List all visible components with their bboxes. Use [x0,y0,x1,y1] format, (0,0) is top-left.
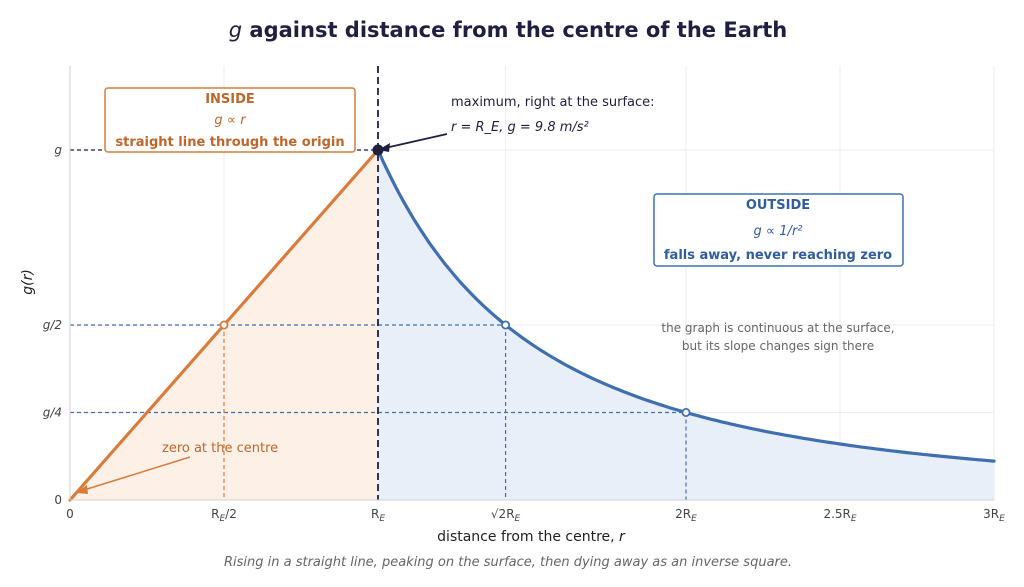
outside-box [653,193,904,267]
inside-desc: straight line through the origin [115,135,344,150]
data-point [501,320,511,330]
maximum-note-line2: r = R_E, g = 9.8 m/s² [451,120,589,135]
y-tick-label: g/4 [43,406,62,420]
x-tick-label: 2RE [675,507,697,524]
data-point [681,407,691,417]
y-tick-label: g/2 [43,318,62,332]
data-point [219,320,229,330]
inside-title: INSIDE [205,92,255,107]
zero-arrow [83,456,191,491]
x-axis-label: distance from the centre, r [437,529,626,545]
x-tick-label: RE [371,507,385,524]
y-axis-label: g(r) [20,269,36,295]
maximum-arrow [384,133,448,149]
chart-title: g against distance from the centre of th… [229,18,787,42]
continuity-note-line1: the graph is continuous at the surface, [661,321,894,335]
x-tick-label: 3RE [983,507,1005,524]
x-tick-label: RE/2 [211,507,237,524]
plot-area: 0 RE/2 RE √2RE 2RE 2.5RE 3RE 0 g/4 g/2 g [43,66,1005,524]
inside-annotation: INSIDE g ∝ r straight line through the o… [104,87,356,153]
axes [69,66,994,501]
outside-title: OUTSIDE [746,198,810,213]
outside-annotation: OUTSIDE g ∝ 1/r² falls away, never reach… [653,193,904,267]
y-tick-label: g [54,143,62,157]
tick-labels: 0 RE/2 RE √2RE 2RE 2.5RE 3RE 0 g/4 g/2 g [43,143,1005,524]
maximum-arrowhead [378,143,390,152]
outside-desc: falls away, never reaching zero [664,248,892,263]
y-tick-label: 0 [54,493,62,507]
zero-note: zero at the centre [162,441,278,456]
caption: Rising in a straight line, peaking on th… [224,555,792,570]
outside-formula: g ∝ 1/r² [753,224,802,239]
zero-annotation: zero at the centre [76,441,278,494]
zero-arrowhead [76,485,88,494]
maximum-annotation: maximum, right at the surface: r = R_E, … [378,95,655,152]
x-tick-label: 0 [66,507,74,521]
continuity-note-line2: but its slope changes sign there [682,339,874,353]
inside-box [104,87,356,153]
inside-formula: g ∝ r [214,113,247,128]
maximum-note-line1: maximum, right at the surface: [451,95,655,110]
x-tick-label: √2RE [491,507,521,524]
x-tick-label: 2.5RE [823,507,856,524]
